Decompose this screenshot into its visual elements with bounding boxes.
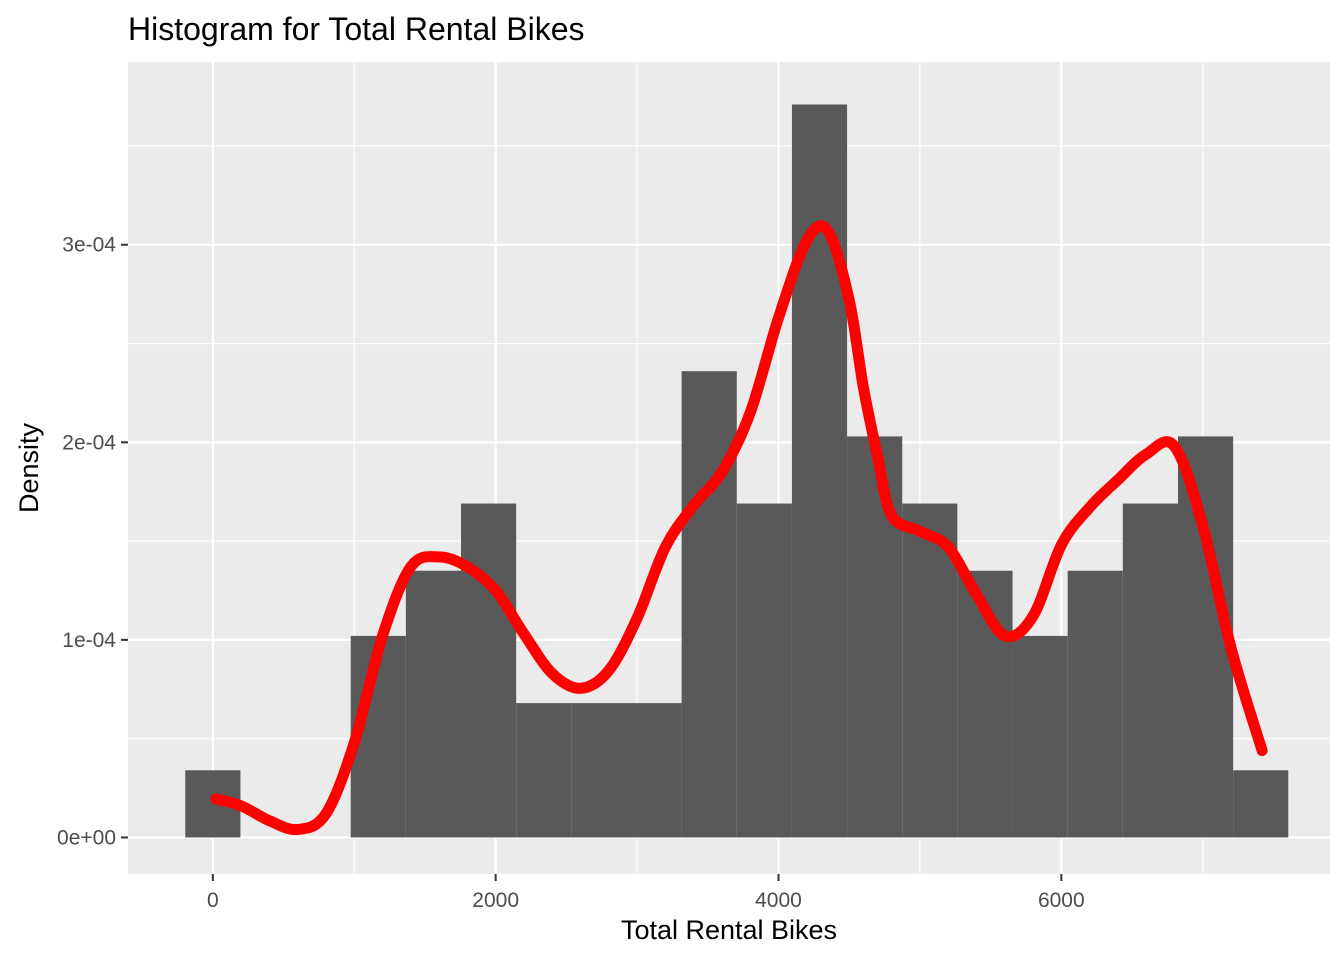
x-axis-title: Total Rental Bikes <box>621 915 837 945</box>
histogram-bar <box>1122 503 1178 838</box>
y-tick-label: 3e-04 <box>62 234 116 257</box>
x-tick-label: 6000 <box>1038 889 1085 912</box>
histogram-bar <box>791 104 848 838</box>
histogram-bar <box>847 436 903 838</box>
histogram-bar <box>571 703 627 838</box>
y-tick-label: 1e-04 <box>62 629 116 652</box>
histogram-bar <box>736 503 792 838</box>
y-axis-title: Density <box>14 422 44 513</box>
x-tick-label: 2000 <box>472 889 519 912</box>
density-curve <box>210 220 1268 836</box>
y-tick-label: 2e-04 <box>62 431 116 454</box>
x-tick-label: 4000 <box>755 889 802 912</box>
histogram-bar <box>1233 770 1289 838</box>
histogram-bar <box>516 703 572 838</box>
histogram-bar <box>1012 635 1068 838</box>
histogram-bar <box>405 570 462 838</box>
x-tick-label: 0 <box>207 889 219 912</box>
histogram-bars <box>185 104 1289 838</box>
y-tick-label: 0e+00 <box>57 826 116 849</box>
histogram-bar <box>681 371 737 838</box>
histogram-bar <box>461 503 517 838</box>
y-axis: 0e+00 1e-04 2e-04 3e-04 <box>57 234 128 849</box>
histogram-bar <box>1067 570 1123 838</box>
chart-title: Histogram for Total Rental Bikes <box>128 11 584 47</box>
histogram-bar <box>626 703 682 838</box>
x-axis: 0 2000 4000 6000 <box>207 874 1085 912</box>
histogram-bar <box>902 503 958 838</box>
